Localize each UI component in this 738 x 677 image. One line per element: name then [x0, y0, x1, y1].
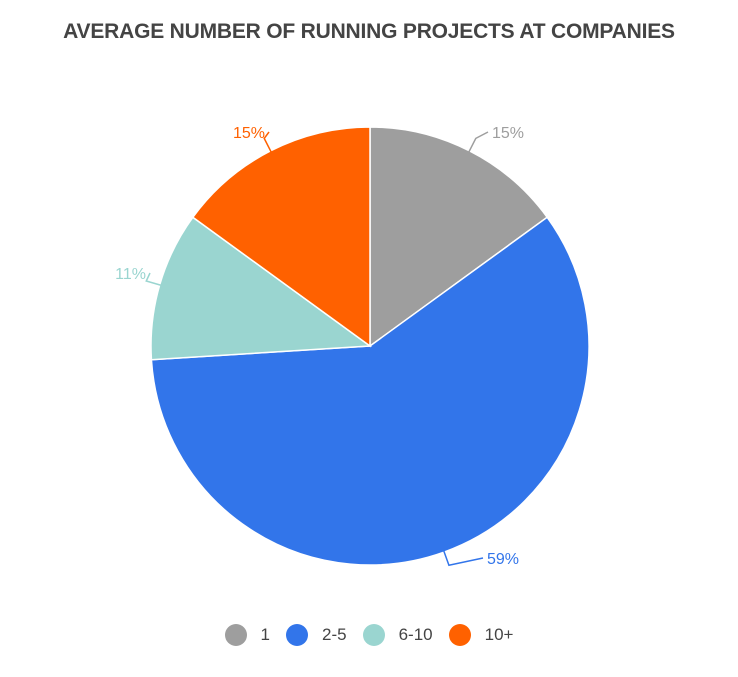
legend-label: 1	[260, 625, 270, 644]
data-label: 59%	[487, 551, 519, 568]
legend-swatch-icon	[362, 624, 385, 646]
legend: 1 2-5 6-10 10+	[0, 624, 738, 646]
data-label: 15%	[492, 125, 524, 142]
data-label: 15%	[233, 125, 265, 142]
leader-line	[442, 548, 484, 567]
legend-swatch-icon	[448, 624, 471, 646]
legend-item-6-10[interactable]: 6-10	[362, 624, 433, 646]
legend-swatch-icon	[224, 624, 247, 646]
leader-line	[466, 131, 489, 155]
data-label: 11%	[115, 266, 146, 283]
legend-label: 2-5	[322, 625, 347, 644]
legend-swatch-icon	[286, 624, 308, 646]
chart-title: AVERAGE NUMBER OF RUNNING PROJECTS AT CO…	[63, 20, 675, 43]
legend-label: 10+	[484, 625, 514, 644]
leader-line	[145, 272, 164, 287]
legend-item-2-5[interactable]: 2-5	[286, 624, 347, 646]
leader-line	[263, 131, 274, 155]
legend-item-1[interactable]: 1	[224, 624, 270, 646]
legend-item-10+[interactable]: 10+	[448, 624, 514, 646]
legend-label: 6-10	[398, 625, 433, 644]
